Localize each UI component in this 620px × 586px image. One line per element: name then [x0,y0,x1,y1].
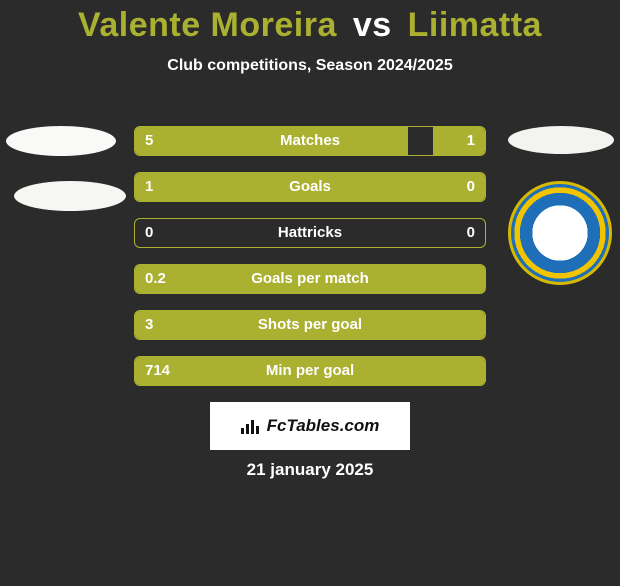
stat-row: 00Hattricks [134,218,486,248]
stat-label: Hattricks [135,219,485,247]
stat-row: 10Goals [134,172,486,202]
stat-label: Goals [135,173,485,201]
player-1-club-avatar [14,181,126,211]
comparison-title: Valente Moreira vs Liimatta [0,6,620,45]
player-1-name: Valente Moreira [78,6,337,44]
player-2-club-badge [508,181,612,285]
player-2-name: Liimatta [408,6,542,44]
subtitle: Club competitions, Season 2024/2025 [0,57,620,75]
stat-row: 51Matches [134,126,486,156]
stat-row: 714Min per goal [134,356,486,386]
stat-bars: 51Matches 10Goals 00Hattricks 0.2Goals per … [134,126,486,402]
player-2-avatar [508,126,614,154]
stat-row: 3Shots per goal [134,310,486,340]
branding-badge: FcTables.com [210,402,410,450]
stat-label: Shots per goal [135,311,485,339]
stat-label: Min per goal [135,357,485,385]
bars-icon [241,418,261,434]
stat-row: 0.2Goals per match [134,264,486,294]
stat-label: Goals per match [135,265,485,293]
branding-text: FcTables.com [267,416,380,436]
stat-label: Matches [135,127,485,155]
player-1-avatar [6,126,116,156]
vs-text: vs [353,6,392,44]
date-text: 21 january 2025 [0,460,620,480]
